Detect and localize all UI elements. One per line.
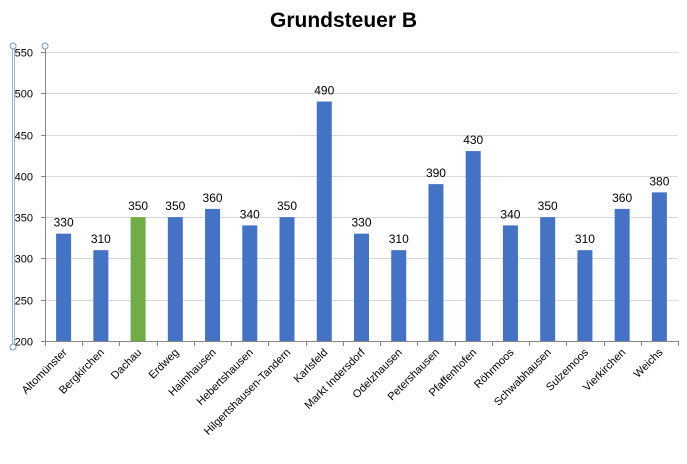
data-label: 310 bbox=[575, 232, 595, 246]
y-tick-label: 350 bbox=[15, 213, 33, 225]
y-tick-label: 550 bbox=[15, 48, 33, 60]
data-label: 310 bbox=[91, 232, 111, 246]
data-label: 340 bbox=[500, 207, 520, 221]
bar bbox=[167, 217, 183, 341]
bar bbox=[465, 151, 481, 341]
y-tick-label: 450 bbox=[15, 131, 33, 143]
data-label: 350 bbox=[277, 199, 297, 213]
data-label: 380 bbox=[649, 174, 669, 188]
data-label: 350 bbox=[128, 199, 148, 213]
y-tick-label: 200 bbox=[15, 337, 33, 349]
bars bbox=[56, 101, 667, 342]
bar bbox=[205, 208, 221, 341]
x-tick-label: Dachau bbox=[109, 347, 144, 382]
plot-area-selection[interactable] bbox=[9, 42, 49, 351]
resize-handle[interactable] bbox=[9, 343, 17, 351]
data-label: 360 bbox=[203, 191, 223, 205]
bar bbox=[391, 250, 407, 341]
data-label: 360 bbox=[612, 191, 632, 205]
x-tick-label: Karlsfeld bbox=[292, 347, 331, 386]
data-label: 350 bbox=[165, 199, 185, 213]
bar bbox=[279, 217, 295, 341]
bar bbox=[242, 225, 258, 341]
bar bbox=[577, 250, 593, 341]
bar bbox=[93, 250, 109, 341]
y-tick-label: 300 bbox=[15, 254, 33, 266]
bar bbox=[130, 217, 146, 341]
x-tick-label: Erdweg bbox=[147, 347, 182, 382]
y-tick-label: 400 bbox=[15, 172, 33, 184]
data-label: 340 bbox=[240, 207, 260, 221]
x-tick-label: Weichs bbox=[632, 346, 666, 380]
chart-title: Grundsteuer B bbox=[269, 9, 418, 32]
data-label: 390 bbox=[426, 166, 446, 180]
data-label: 350 bbox=[538, 199, 558, 213]
axes bbox=[41, 46, 679, 346]
labels: 200250300350400450500550330Altomünster31… bbox=[15, 48, 670, 438]
data-label: 310 bbox=[389, 232, 409, 246]
bar bbox=[614, 208, 630, 341]
selection-frame bbox=[12, 45, 15, 348]
y-tick-label: 250 bbox=[15, 296, 33, 308]
bar bbox=[540, 217, 556, 341]
resize-handle[interactable] bbox=[41, 42, 49, 50]
bar bbox=[502, 225, 518, 341]
bar bbox=[316, 101, 332, 342]
data-label: 430 bbox=[463, 133, 483, 147]
bar bbox=[651, 192, 667, 341]
resize-handle[interactable] bbox=[9, 42, 17, 50]
data-label: 490 bbox=[314, 84, 334, 98]
bar bbox=[56, 233, 72, 341]
data-label: 330 bbox=[54, 216, 74, 230]
y-tick-label: 500 bbox=[15, 89, 33, 101]
bar bbox=[428, 184, 444, 341]
bar bbox=[354, 233, 369, 341]
data-label: 330 bbox=[351, 216, 371, 230]
